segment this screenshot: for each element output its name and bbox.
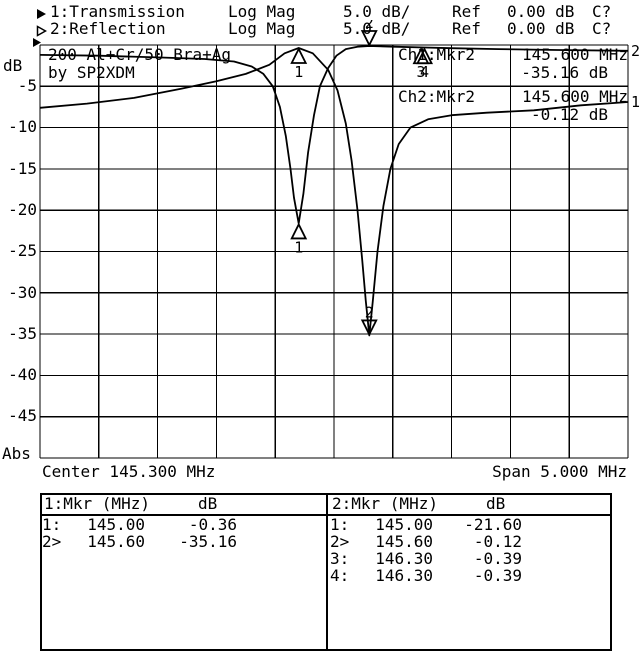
marker-table1-row-freq: 145.60 [87,532,145,551]
ch2-marker-readout-value: -0.12 dB [530,105,608,124]
x-axis-center-label: Center 145.300 MHz [42,462,216,481]
y-tick-label: -25 [8,241,37,261]
y-tick-label: -10 [8,117,37,137]
marker-table2-row-freq: 146.30 [375,549,433,568]
active-channel-arrow-icon [32,34,42,51]
trace-end-label-ch1: 1 [631,93,640,111]
marker-table1-row-freq: 145.00 [87,515,145,534]
ch2-inactive-arrow-icon [36,23,48,40]
marker-table2-row-num: 3: [330,549,350,568]
marker-1-ch1-icon [290,46,308,64]
ch1-scale: 5.0 dB/ [343,2,411,21]
marker-table2-row-db: -0.39 [473,549,522,568]
marker-table2-row-db: -0.12 [473,532,522,551]
trace-end-label-ch2: 2 [631,42,640,60]
marker-1-ch2-label: 1 [294,238,303,256]
ch1-format: Log Mag [228,2,296,21]
x-axis-span-label: Span 5.000 MHz [492,462,627,481]
ch2-ref-label: Ref [452,19,481,38]
marker-table1-row-db: -35.16 [179,532,237,551]
ch2-trace-label: 2:Reflection [50,19,166,38]
marker-table1-row-num: 1: [42,515,62,534]
y-tick-label: -35 [8,323,37,343]
marker-table2-row-num: 1: [330,515,350,534]
ch1-ref-label: Ref [452,2,481,21]
ch1-marker-readout-label: Ch1:Mkr2 [398,45,476,64]
marker-table-box [40,493,612,651]
marker-4-ch2-label: 4 [420,63,429,81]
plot-annotation-line1: 200 Al+Cr/50 Bra+Ag [48,45,232,64]
ch1-active-arrow-icon [36,6,47,23]
marker-table2-row-freq: 145.00 [375,515,433,534]
y-axis-bottom-label: Abs [2,444,31,463]
y-tick-label: -45 [8,406,37,426]
marker-2-ch1-icon [360,319,378,337]
marker-1-ch1-label: 1 [294,63,303,81]
ch1-ref-value: 0.00 dB [507,2,575,21]
y-tick-label: -40 [8,365,37,385]
marker-table-column-divider [326,495,328,649]
y-axis-unit: dB [3,56,23,75]
plot-annotation-line2: by SP2XDM [48,63,135,82]
marker-table2-row-db: -0.39 [473,566,522,585]
marker-table1-title: 1:Mkr (MHz) [44,494,150,513]
marker-table2-row-num: 2> [330,532,350,551]
y-tick-label: -5 [17,76,37,95]
marker-table2-row-db: -21.60 [464,515,522,534]
ch2-format: Log Mag [228,19,296,38]
ch1-marker-readout-value: -35.16 dB [521,63,608,82]
ch1-cal-status: C? [592,2,612,21]
marker-table2-row-num: 4: [330,566,350,585]
marker-table2-title: 2:Mkr (MHz) [332,494,438,513]
marker-3-ch2-label: 3 [417,63,426,81]
marker-table2-unit: dB [486,494,506,513]
y-tick-label: -30 [8,282,37,302]
ch2-marker-readout-label: Ch2:Mkr2 [398,87,476,106]
ch2-ref-value: 0.00 dB [507,19,575,38]
ch2-scale: 5.0 dB/ [343,19,411,38]
marker-table2-row-freq: 146.30 [375,566,433,585]
ch2-marker-readout-freq: 145.600 MHz [522,87,628,106]
ch2-cal-status: C? [592,19,612,38]
ch1-trace-label: 1:Transmission [50,2,185,21]
y-tick-label: -15 [8,158,37,178]
marker-table1-row-num: 2> [42,532,62,551]
marker-table2-row-freq: 145.60 [375,532,433,551]
marker-table1-unit: dB [198,494,218,513]
marker-1-ch2-icon [290,222,308,240]
ch1-marker-readout-freq: 145.600 MHz [522,45,628,64]
y-tick-label: -20 [8,199,37,219]
marker-table1-row-db: -0.36 [188,515,237,534]
marker-2-ch1-label: 2 [365,303,374,321]
